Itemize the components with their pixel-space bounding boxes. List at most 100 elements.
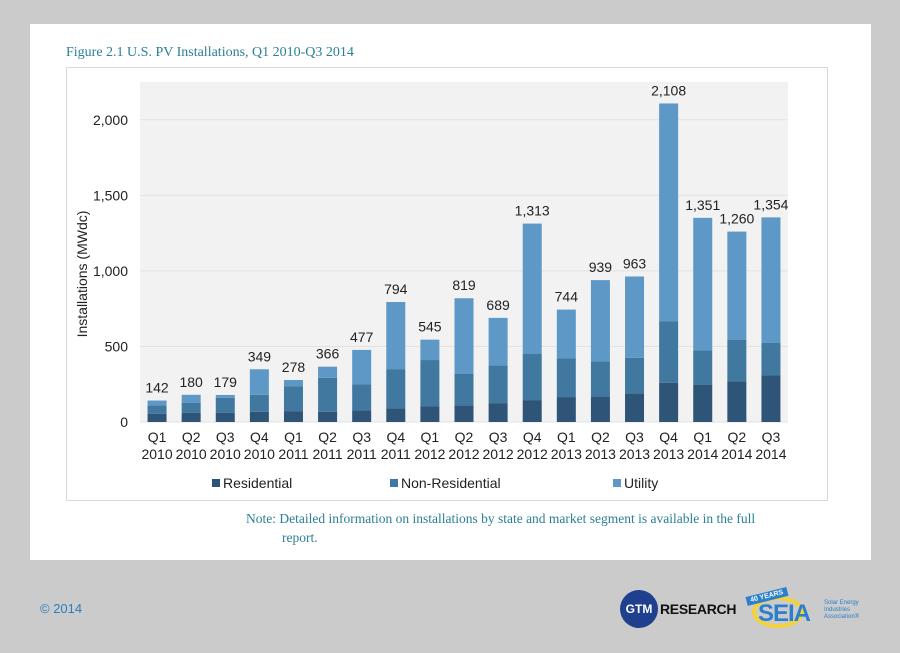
bar-non-residential <box>181 402 201 413</box>
bar-non-residential <box>283 386 303 412</box>
bar-residential <box>761 375 781 422</box>
bar-non-residential <box>488 365 508 404</box>
x-tick-label-quarter: Q1 <box>148 429 167 445</box>
gtm-research-logo: GTM RESEARCH <box>620 590 736 628</box>
x-tick-label-quarter: Q1 <box>557 429 576 445</box>
x-tick-label-year: 2010 <box>210 446 241 462</box>
bar-non-residential <box>352 384 372 411</box>
x-tick-label-quarter: Q4 <box>523 429 542 445</box>
bar-residential <box>556 397 576 422</box>
x-tick-label-quarter: Q2 <box>182 429 201 445</box>
bar-residential <box>420 406 440 422</box>
bar-utility <box>420 339 440 361</box>
bar-non-residential <box>147 405 167 414</box>
bar-residential <box>215 412 235 422</box>
data-label: 2,108 <box>651 82 686 98</box>
legend-label: Utility <box>624 475 658 491</box>
bar-residential <box>318 411 338 422</box>
bar-utility <box>318 366 338 378</box>
bar-utility <box>727 231 747 340</box>
x-tick-label-year: 2014 <box>687 446 718 462</box>
legend-label: Residential <box>223 475 292 491</box>
data-label: 349 <box>248 348 272 364</box>
data-label: 1,354 <box>753 196 788 212</box>
figure-note: Note: Detailed information on installati… <box>246 509 826 547</box>
bar-non-residential <box>454 373 474 406</box>
bar-utility <box>522 223 542 354</box>
x-tick-label-year: 2012 <box>448 446 479 462</box>
y-tick-label: 1,000 <box>93 263 128 279</box>
data-label: 819 <box>452 277 476 293</box>
bar-residential <box>147 413 167 422</box>
x-tick-label-quarter: Q1 <box>693 429 712 445</box>
bar-utility <box>488 317 508 366</box>
x-tick-label-year: 2010 <box>244 446 275 462</box>
legend-swatch <box>613 479 621 487</box>
bar-residential <box>659 382 679 422</box>
bar-residential <box>352 410 372 422</box>
note-line-1: Note: Detailed information on installati… <box>246 511 756 526</box>
bar-non-residential <box>590 361 610 397</box>
seia-logo: 40 YEARS SEIA Solar Energy Industries As… <box>744 586 864 632</box>
bar-utility <box>693 217 713 351</box>
bar-residential <box>693 384 713 422</box>
bar-residential <box>181 412 201 422</box>
x-tick-label-year: 2011 <box>347 446 377 462</box>
data-label: 1,313 <box>515 203 550 219</box>
x-tick-label-quarter: Q1 <box>284 429 303 445</box>
y-tick-label: 500 <box>105 338 129 354</box>
bar-utility <box>147 400 167 406</box>
x-tick-label-year: 2012 <box>483 446 514 462</box>
x-tick-label-year: 2010 <box>176 446 207 462</box>
data-label: 545 <box>418 319 442 335</box>
figure-title: Figure 2.1 U.S. PV Installations, Q1 201… <box>66 45 354 60</box>
data-label: 744 <box>555 289 579 305</box>
x-tick-label-year: 2013 <box>551 446 582 462</box>
bar-residential <box>454 405 474 422</box>
data-label: 278 <box>282 359 306 375</box>
x-tick-label-quarter: Q3 <box>762 429 781 445</box>
data-label: 1,351 <box>685 197 720 213</box>
legend-swatch <box>212 479 220 487</box>
x-tick-label-quarter: Q3 <box>352 429 371 445</box>
data-label: 142 <box>145 380 169 396</box>
legend-swatch <box>390 479 398 487</box>
gtm-wordmark: RESEARCH <box>660 601 737 617</box>
legend-label: Non-Residential <box>401 475 501 491</box>
data-label: 179 <box>214 374 238 390</box>
bar-utility <box>386 302 406 370</box>
x-tick-label-quarter: Q3 <box>489 429 508 445</box>
x-tick-label-quarter: Q2 <box>318 429 337 445</box>
data-label: 477 <box>350 329 374 345</box>
bar-utility <box>249 369 269 395</box>
data-label: 794 <box>384 281 408 297</box>
x-tick-label-year: 2011 <box>381 446 411 462</box>
bar-non-residential <box>761 342 781 376</box>
bar-utility <box>590 280 610 362</box>
data-label: 689 <box>486 297 510 313</box>
x-tick-label-quarter: Q3 <box>625 429 644 445</box>
x-tick-label-quarter: Q1 <box>421 429 440 445</box>
y-tick-label: 2,000 <box>93 112 128 128</box>
bar-utility <box>454 298 474 374</box>
x-tick-label-year: 2012 <box>517 446 548 462</box>
bar-non-residential <box>693 350 713 385</box>
y-tick-label: 0 <box>120 414 128 430</box>
data-label: 366 <box>316 346 340 362</box>
x-tick-label-year: 2011 <box>313 446 343 462</box>
bar-non-residential <box>727 339 747 382</box>
x-tick-label-year: 2013 <box>619 446 650 462</box>
data-label: 939 <box>589 259 613 275</box>
x-tick-label-quarter: Q3 <box>216 429 235 445</box>
bar-residential <box>727 381 747 422</box>
bar-non-residential <box>249 394 269 412</box>
bar-non-residential <box>625 357 645 394</box>
x-tick-label-year: 2013 <box>585 446 616 462</box>
bar-utility <box>659 103 679 322</box>
x-tick-label-year: 2014 <box>721 446 752 462</box>
bar-residential <box>488 403 508 422</box>
bar-utility <box>215 394 235 398</box>
note-line-2: report. <box>282 530 318 545</box>
gtm-badge: GTM <box>620 590 658 628</box>
